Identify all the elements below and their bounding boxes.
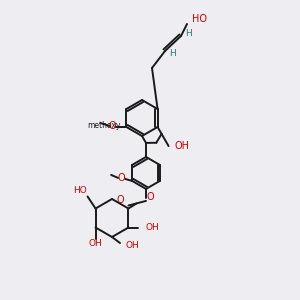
Text: HO: HO — [73, 186, 86, 195]
Text: O: O — [146, 192, 154, 202]
Text: H: H — [169, 49, 176, 58]
Text: OH: OH — [146, 223, 159, 232]
Text: OH: OH — [126, 242, 140, 250]
Text: HO: HO — [192, 14, 207, 24]
Text: H: H — [184, 28, 191, 38]
Text: OH: OH — [89, 239, 102, 248]
Text: O: O — [117, 173, 125, 183]
Text: OH: OH — [175, 141, 190, 151]
Text: methoxy: methoxy — [88, 122, 121, 130]
Text: O: O — [109, 121, 116, 131]
Text: O: O — [116, 195, 124, 205]
